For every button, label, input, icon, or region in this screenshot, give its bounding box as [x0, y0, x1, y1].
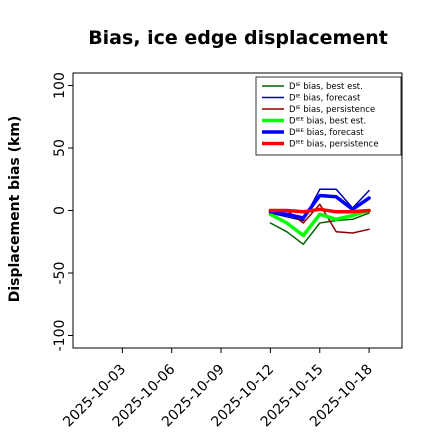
y-axis: -100 -50 0 50 100	[52, 72, 73, 351]
series-line-4	[268, 208, 371, 238]
legend-label-4: Dᴵᴱᴱ bias, best est.	[289, 117, 366, 127]
series-lines	[268, 188, 371, 246]
legend-label-2: Dᴵᴱ bias, forecast	[289, 94, 361, 104]
legend-label-3: Dᴵᴱ bias, persistence	[289, 105, 375, 115]
legend-label-1: Dᴵᴱ bias, best est.	[289, 82, 363, 92]
y-tick-label: 0	[52, 206, 68, 215]
legend-label-6: Dᴵᴱᴱ bias, persistence	[289, 140, 379, 150]
x-axis: 2025-10-032025-10-062025-10-092025-10-12…	[60, 348, 376, 430]
legend-label-5: Dᴵᴱᴱ bias, forecast	[289, 128, 364, 138]
series-line-1	[269, 212, 370, 246]
y-tick-label: 100	[52, 72, 68, 99]
series-line-5	[268, 193, 371, 220]
y-tick-label: 50	[52, 139, 68, 157]
legend: Dᴵᴱ bias, best est.Dᴵᴱ bias, forecastDᴵᴱ…	[255, 76, 402, 156]
y-tick-label: -50	[52, 262, 68, 285]
series-line-6	[268, 207, 371, 214]
y-axis-label: Displacement bias (km)	[7, 116, 23, 303]
y-tick-label: -100	[52, 320, 68, 352]
chart-title: Bias, ice edge displacement	[88, 27, 388, 49]
